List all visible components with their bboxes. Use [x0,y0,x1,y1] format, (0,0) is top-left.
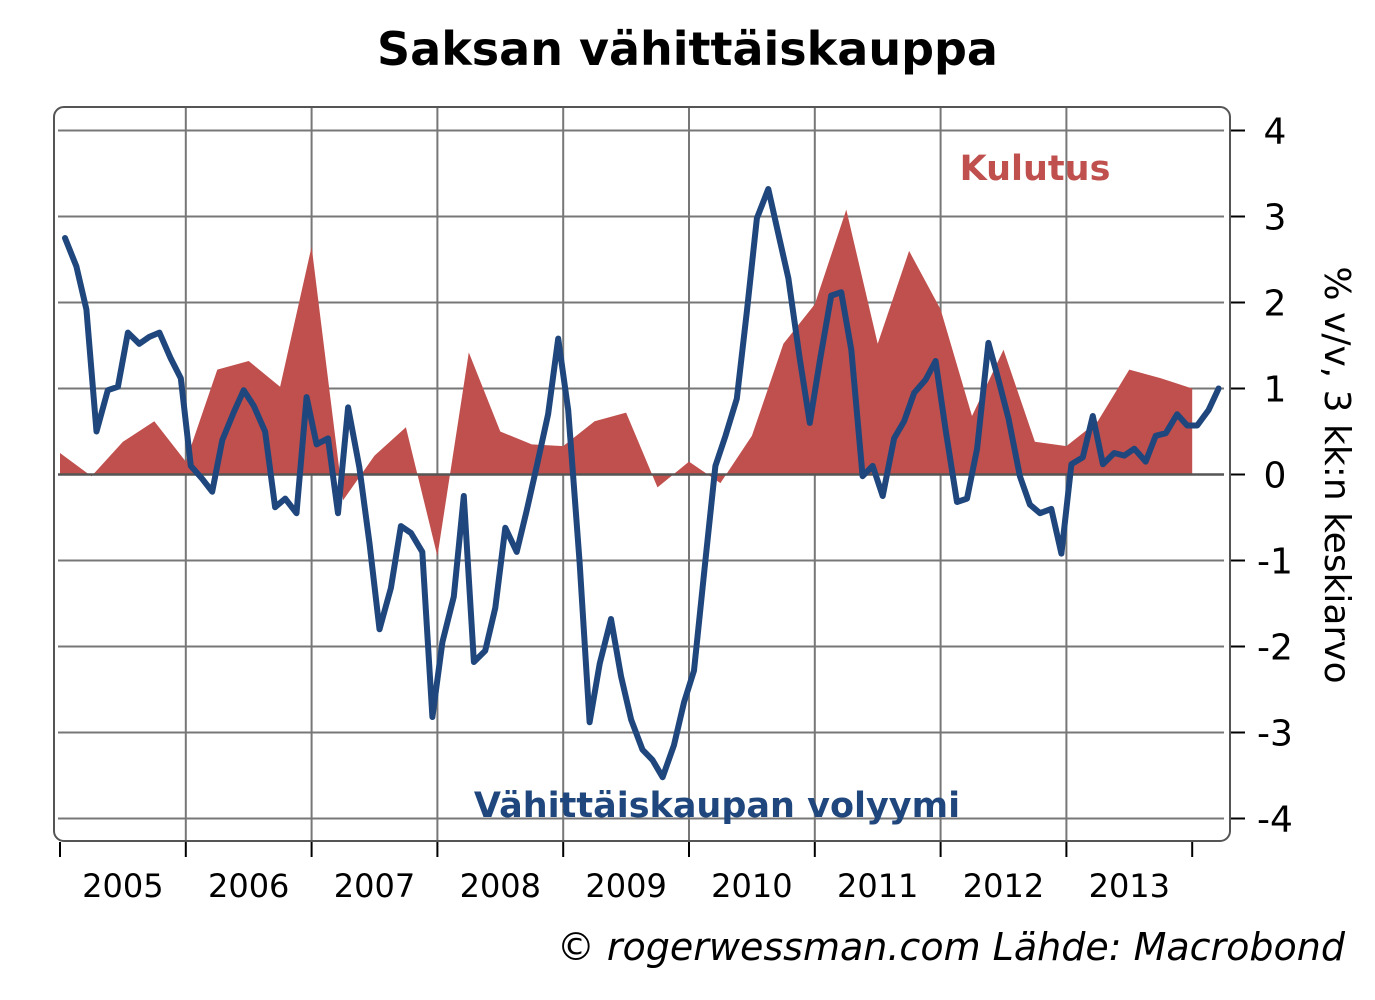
x-tick-label: 2010 [711,867,792,905]
x-tick-label: 2009 [585,867,666,905]
y-tick-label: -1 [1257,542,1293,583]
kulutus-area-layer [60,209,1193,557]
y-tick-label: 3 [1264,198,1287,239]
x-tick-label: 2005 [82,867,163,905]
x-tick-label: 2006 [208,867,289,905]
x-tick-label: 2012 [963,867,1044,905]
plot-frame [53,106,1231,842]
x-tick-label: 2013 [1089,867,1170,905]
x-tick-label: 2011 [837,867,918,905]
x-tick-label: 2008 [460,867,541,905]
y-tick-label: -2 [1257,628,1293,669]
y-tick-label: -4 [1257,800,1293,841]
y-tick-label: -3 [1257,714,1293,755]
copyright-source-note: © rogerwessman.com Lähde: Macrobond [556,925,1345,969]
volyymi-series-label: Vähittäiskaupan volyymi [474,786,960,826]
kulutus-area [60,209,1193,557]
y-tick-label: 2 [1264,284,1287,325]
y-tick-label: 4 [1264,112,1287,153]
chart-title: Saksan vähittäiskauppa [377,22,998,76]
y-axis-label: % v/v, 3 kk:n keskiarvo [1316,266,1357,683]
kulutus-series-label: Kulutus [960,149,1111,189]
x-tick-label: 2007 [334,867,415,905]
y-tick-label: 1 [1264,370,1287,411]
y-tick-label: 0 [1264,456,1287,497]
axes: 4 3 2 1 0 -1 -2 -3 -4 2005 2006 2007 2008 2009 2010 201… [59,112,1293,905]
volyymi-line-layer [62,186,1222,781]
volyymi-line [62,186,1222,781]
